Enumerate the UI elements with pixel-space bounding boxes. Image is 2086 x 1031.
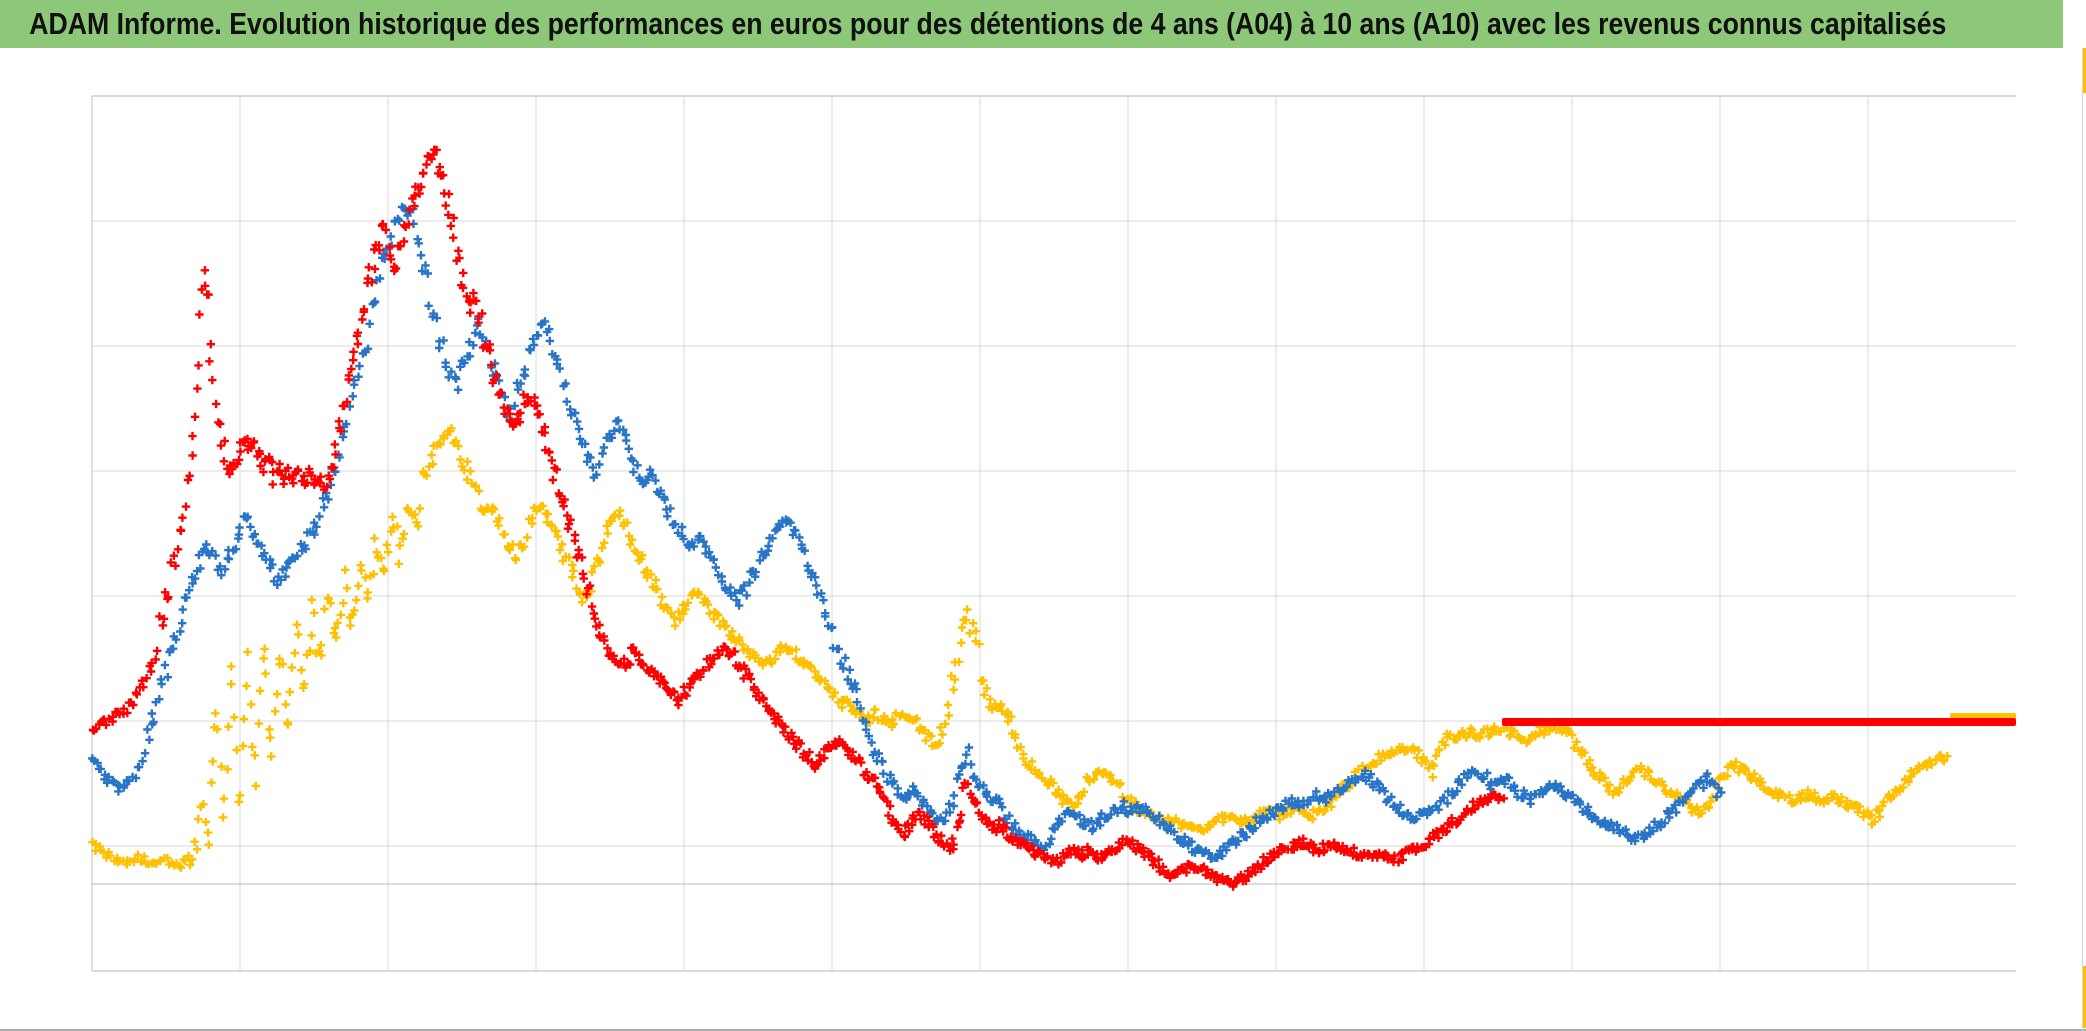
performance-chart[interactable] bbox=[0, 48, 2082, 1029]
slide-title-bar: ADAM Informe. Evolution historique des p… bbox=[0, 0, 2063, 48]
slide-bottom-edge bbox=[0, 1029, 2086, 1031]
slide-right-edge bbox=[2082, 48, 2083, 1031]
page-title: ADAM Informe. Evolution historique des p… bbox=[29, 6, 1947, 41]
series-red bbox=[88, 145, 1509, 891]
scatter-chart-canvas bbox=[88, 95, 2016, 972]
series-blue bbox=[88, 202, 1726, 863]
